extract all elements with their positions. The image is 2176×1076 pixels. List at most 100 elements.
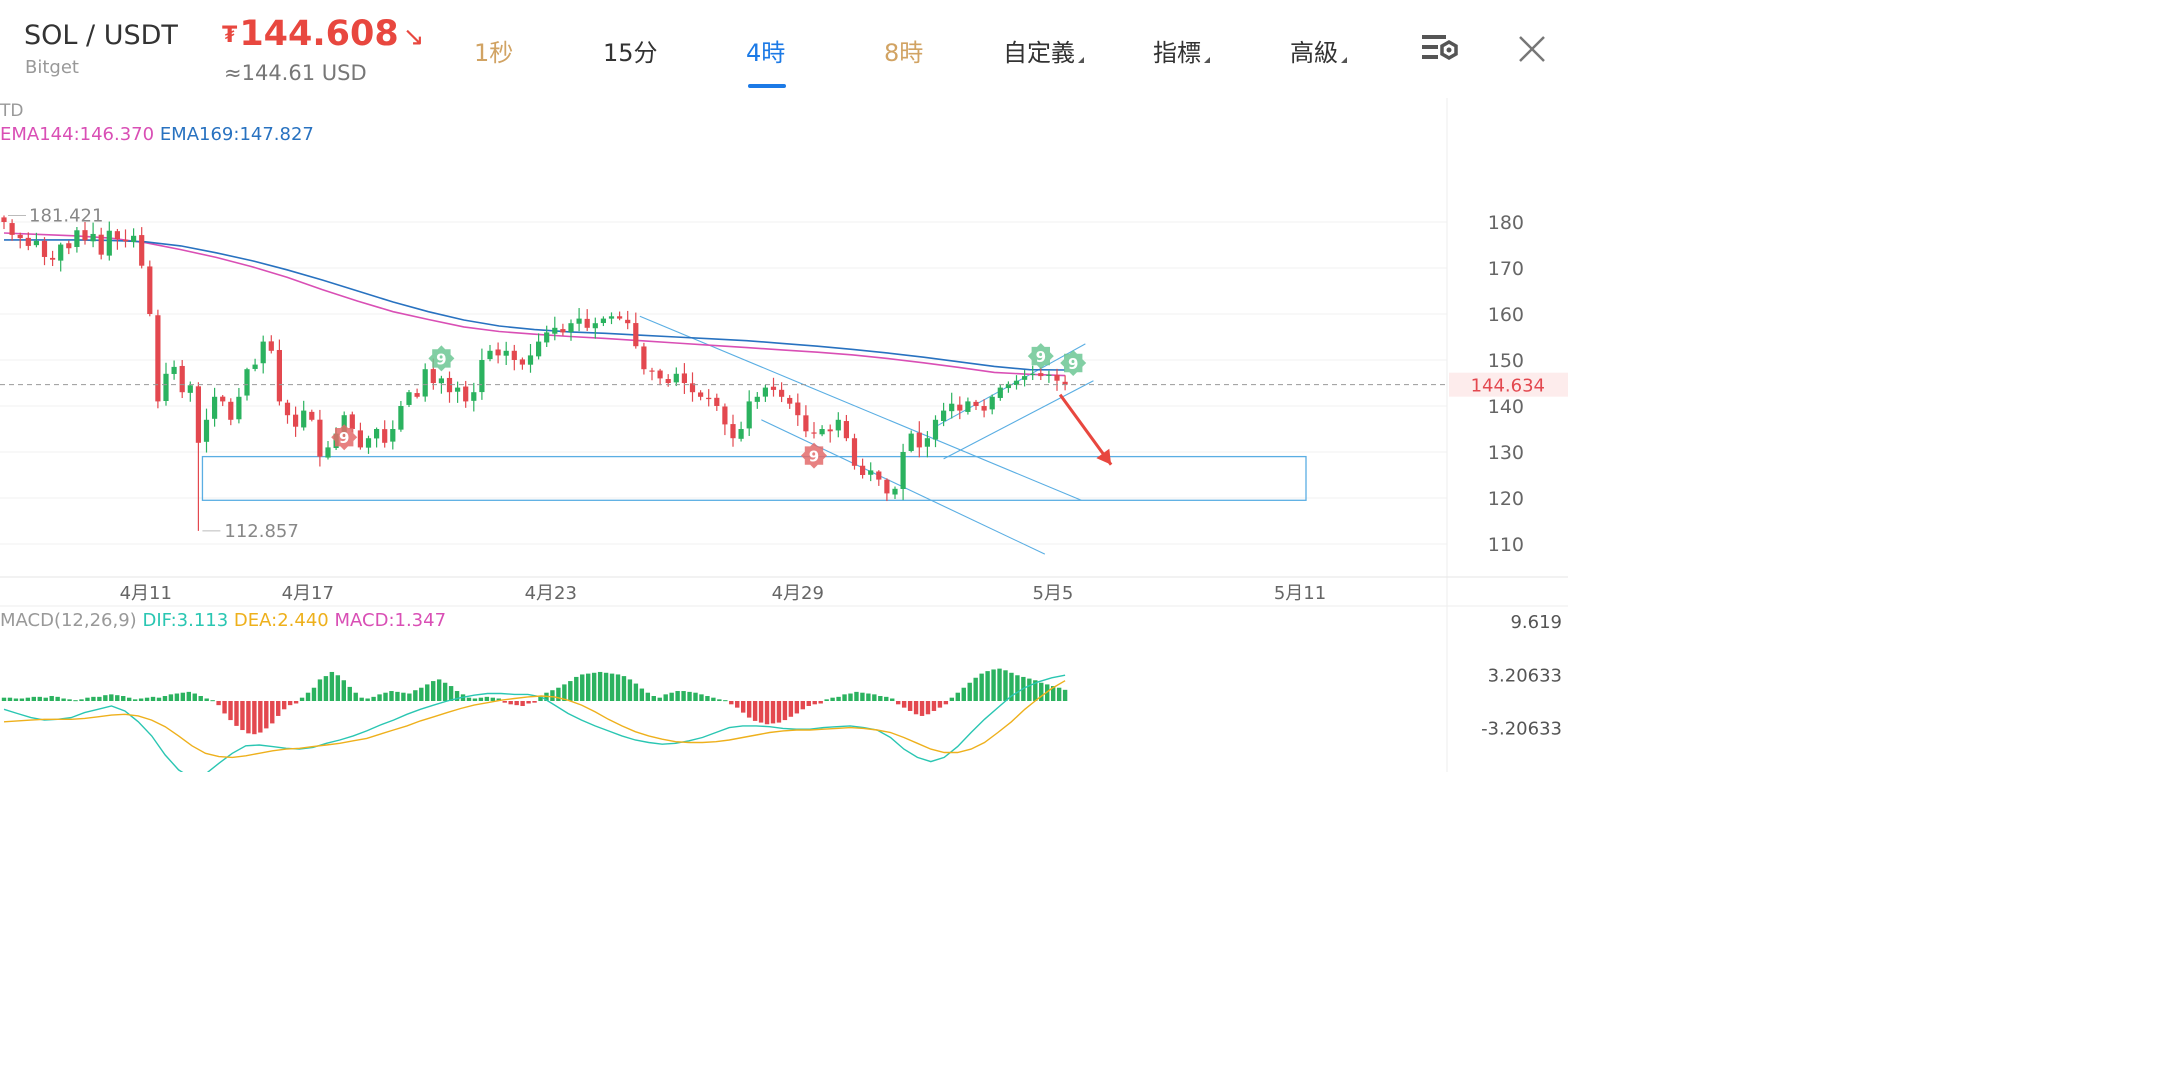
candle — [949, 392, 955, 419]
dea-value: DEA:2.440 — [233, 610, 329, 631]
candle — [633, 312, 639, 349]
macd-hist-bar — [329, 671, 335, 701]
candle — [382, 420, 388, 448]
candle-body — [965, 401, 971, 412]
macd-hist-bar — [365, 698, 370, 701]
candle-body — [584, 318, 590, 328]
macd-hist-bar — [347, 686, 352, 701]
candle — [916, 421, 922, 458]
macd-hist-bar — [752, 701, 758, 721]
macd-hist-bar — [413, 690, 418, 701]
candle — [981, 399, 987, 418]
macd-hist-bar — [371, 696, 376, 701]
macd-hist-bar — [276, 701, 281, 716]
macd-hist-bar — [174, 693, 180, 701]
tab-15m[interactable]: 15分 — [603, 39, 658, 67]
trading-pair[interactable]: SOL / USDT — [24, 20, 178, 51]
macd-hist-bar — [901, 701, 907, 708]
tab-advanced[interactable]: 高級 — [1290, 33, 1347, 68]
candle — [228, 398, 234, 426]
candle-body — [268, 341, 274, 351]
macd-hist-bar — [740, 701, 746, 713]
candle — [487, 344, 493, 362]
macd-hist-bar — [448, 686, 454, 701]
candle — [860, 458, 866, 479]
chart-settings-icon[interactable] — [1420, 32, 1460, 66]
macd-hist-bar — [830, 697, 835, 701]
candle — [746, 390, 752, 436]
price-tick-label: 120 — [1488, 488, 1524, 510]
candle — [787, 395, 793, 409]
candle-body — [187, 385, 193, 393]
candle-body — [1022, 376, 1028, 380]
candle — [657, 368, 663, 386]
down-arrow-shaft — [1058, 393, 1113, 466]
candle — [106, 221, 112, 261]
td9-marker: 9 — [801, 442, 827, 469]
macd-hist-bar — [997, 668, 1002, 701]
macd-hist-bar — [156, 697, 162, 701]
candle-body — [552, 327, 558, 334]
candle-body — [649, 370, 655, 372]
candle — [284, 399, 291, 424]
macd-hist-bar — [574, 676, 579, 701]
macd-hist-bar — [532, 701, 537, 703]
candle — [568, 319, 574, 341]
candle — [33, 232, 39, 248]
ema-legend[interactable]: EMA144:146.370 EMA169:147.827 — [0, 124, 314, 145]
candle-body — [714, 397, 720, 406]
td-indicator-label[interactable]: TD — [0, 101, 24, 121]
candle-body — [908, 433, 914, 451]
candle-body — [195, 386, 201, 443]
candle-body — [471, 392, 477, 401]
macd-hist-bar — [121, 696, 126, 701]
tab-1s[interactable]: 1秒 — [474, 39, 514, 67]
candle — [738, 421, 744, 442]
candle-body — [762, 387, 768, 397]
ema144-line — [3, 232, 1066, 377]
candle-body — [236, 396, 242, 420]
candle-body — [106, 230, 112, 256]
candle-body — [754, 396, 760, 402]
tab-8h[interactable]: 8時 — [884, 39, 924, 67]
candle — [625, 310, 631, 330]
tab-4h[interactable]: 4時 — [746, 39, 786, 67]
macd-legend[interactable]: MACD(12,26,9) DIF:3.113 DEA:2.440 MACD:1… — [0, 610, 446, 631]
macd-hist-bar — [949, 697, 955, 701]
price-value: 144.608 — [239, 14, 399, 54]
candle — [301, 400, 307, 431]
low-label: 112.857 — [224, 521, 298, 542]
candle — [455, 381, 461, 403]
candle-body — [131, 235, 137, 243]
macd-hist-bar — [699, 694, 704, 701]
tab-custom[interactable]: 自定義 — [1003, 33, 1084, 68]
macd-hist-bar — [693, 692, 698, 701]
macd-hist-bar — [55, 696, 60, 701]
support-zone — [201, 455, 1307, 501]
macd-hist-bar — [860, 692, 865, 701]
tab-indicators[interactable]: 指標 — [1153, 33, 1210, 68]
last-price-text: 144.634 — [1471, 376, 1545, 397]
macd-hist-bar — [73, 700, 78, 702]
candle — [58, 242, 64, 272]
tab-custom-label: 自定義 — [1003, 39, 1075, 67]
td9-marker: 9 — [1060, 350, 1087, 376]
candle-body — [220, 396, 226, 402]
dif-value: DIF:3.113 — [142, 610, 229, 631]
candle — [25, 232, 31, 251]
candle — [714, 393, 720, 411]
last-price-tag — [1449, 372, 1568, 397]
candle-body — [916, 432, 922, 448]
candle-body — [82, 230, 88, 241]
candle — [827, 424, 833, 443]
candle-body — [17, 234, 23, 239]
candle-body — [260, 341, 266, 364]
macd-hist-bar — [991, 669, 996, 701]
macd-hist-bar — [663, 694, 668, 701]
macd-hist-bar — [49, 696, 54, 701]
macd-hist-bar — [252, 701, 257, 735]
macd-hist-bar — [162, 696, 168, 701]
candle — [122, 229, 129, 248]
close-icon[interactable] — [1517, 34, 1547, 64]
